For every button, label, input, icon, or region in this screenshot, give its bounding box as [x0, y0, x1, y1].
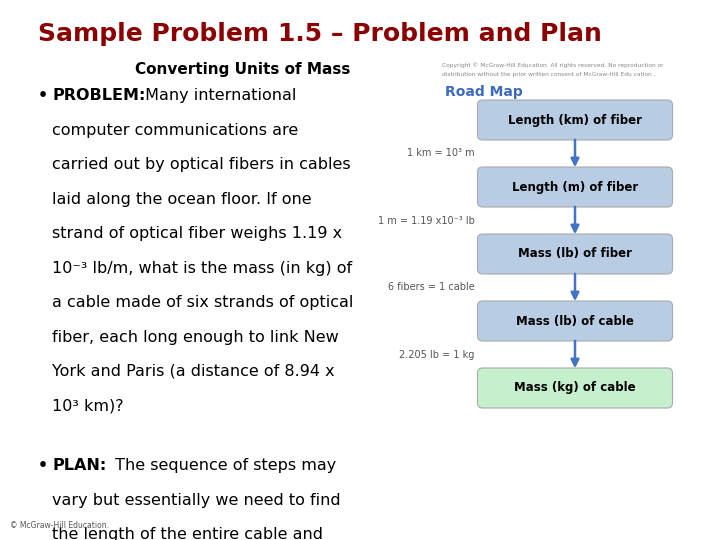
Text: Converting Units of Mass: Converting Units of Mass — [135, 62, 351, 77]
Text: •: • — [38, 88, 48, 103]
Text: Length (km) of fiber: Length (km) of fiber — [508, 113, 642, 126]
FancyBboxPatch shape — [477, 301, 672, 341]
Text: the length of the entire cable and: the length of the entire cable and — [52, 527, 323, 540]
Text: a cable made of six strands of optical: a cable made of six strands of optical — [52, 295, 354, 310]
Text: laid along the ocean floor. If one: laid along the ocean floor. If one — [52, 192, 312, 206]
Text: 1 km = 10³ m: 1 km = 10³ m — [407, 148, 474, 159]
Text: Road Map: Road Map — [445, 85, 523, 99]
Text: 6 fibers = 1 cable: 6 fibers = 1 cable — [388, 282, 474, 293]
Text: PLAN:: PLAN: — [52, 458, 107, 473]
Text: distribution without the prior written consent of McGraw-Hill Edu cation .: distribution without the prior written c… — [442, 72, 655, 77]
Text: 10⁻³ lb/m, what is the mass (in kg) of: 10⁻³ lb/m, what is the mass (in kg) of — [52, 260, 352, 275]
Text: Length (m) of fiber: Length (m) of fiber — [512, 180, 638, 193]
FancyBboxPatch shape — [477, 368, 672, 408]
Text: fiber, each long enough to link New: fiber, each long enough to link New — [52, 329, 338, 345]
Text: carried out by optical fibers in cables: carried out by optical fibers in cables — [52, 157, 351, 172]
Text: Mass (kg) of cable: Mass (kg) of cable — [514, 381, 636, 395]
Text: Sample Problem 1.5 – Problem and Plan: Sample Problem 1.5 – Problem and Plan — [38, 22, 602, 46]
Text: 2.205 lb = 1 kg: 2.205 lb = 1 kg — [399, 349, 474, 360]
Text: computer communications are: computer communications are — [52, 123, 298, 138]
Text: Copyright © McGraw-Hill Education. All rights reserved. No reproduction or: Copyright © McGraw-Hill Education. All r… — [442, 62, 664, 68]
Text: The sequence of steps may: The sequence of steps may — [110, 458, 336, 473]
Text: •: • — [38, 458, 48, 473]
Text: York and Paris (a distance of 8.94 x: York and Paris (a distance of 8.94 x — [52, 364, 335, 379]
FancyBboxPatch shape — [477, 100, 672, 140]
Text: strand of optical fiber weighs 1.19 x: strand of optical fiber weighs 1.19 x — [52, 226, 342, 241]
Text: Many international: Many international — [140, 88, 297, 103]
Text: Mass (lb) of cable: Mass (lb) of cable — [516, 314, 634, 327]
Text: 1 m = 1.19 x10⁻³ lb: 1 m = 1.19 x10⁻³ lb — [377, 215, 474, 226]
Text: vary but essentially we need to find: vary but essentially we need to find — [52, 492, 341, 508]
Text: © McGraw-Hill Education.: © McGraw-Hill Education. — [10, 521, 109, 530]
Text: Mass (lb) of fiber: Mass (lb) of fiber — [518, 247, 632, 260]
FancyBboxPatch shape — [477, 234, 672, 274]
FancyBboxPatch shape — [477, 167, 672, 207]
Text: 10³ km)?: 10³ km)? — [52, 399, 124, 414]
Text: PROBLEM:: PROBLEM: — [52, 88, 145, 103]
